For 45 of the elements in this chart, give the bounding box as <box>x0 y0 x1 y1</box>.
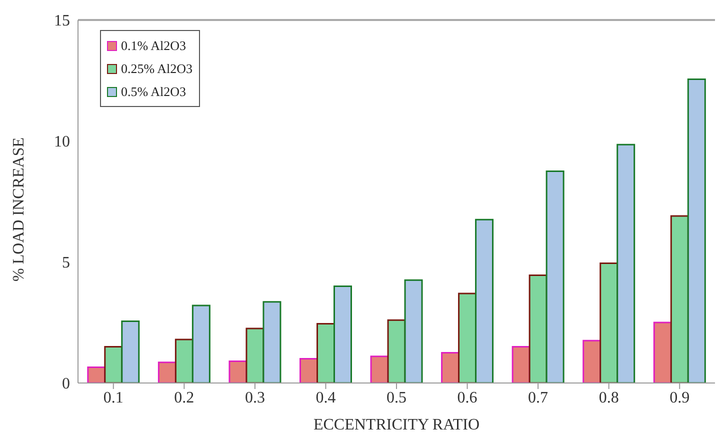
bar <box>370 356 389 383</box>
y-tick-label: 15 <box>54 12 70 30</box>
bar <box>600 262 618 383</box>
bar <box>333 285 352 383</box>
bar <box>653 322 672 383</box>
bar <box>87 366 106 383</box>
x-axis-title: ECCENTRICITY RATIO <box>313 416 480 434</box>
bar <box>528 274 548 383</box>
bar <box>670 215 689 383</box>
bar <box>582 340 602 383</box>
y-tick-label: 0 <box>62 376 70 393</box>
bar <box>441 352 460 383</box>
x-tick-label: 0.6 <box>457 389 478 406</box>
bar <box>299 358 318 383</box>
x-tick-label: 0.5 <box>386 389 406 406</box>
bar <box>316 322 335 383</box>
y-tick-label: 10 <box>54 134 70 151</box>
y-axis-title: % LOAD INCREASE <box>10 138 28 282</box>
bar <box>475 218 494 383</box>
bar <box>687 78 706 383</box>
bar <box>192 304 210 383</box>
x-tick-label: 0.9 <box>670 389 690 406</box>
bar <box>262 301 282 383</box>
bar <box>104 346 123 383</box>
bar <box>458 292 477 383</box>
bar <box>246 328 264 383</box>
bar <box>121 320 140 383</box>
x-tick-label: 0.7 <box>528 389 548 406</box>
bar <box>512 346 530 383</box>
x-tick-label: 0.8 <box>598 389 619 406</box>
bar <box>546 170 564 383</box>
legend-label: 0.1% Al2O3 <box>121 37 186 55</box>
x-tick-label: 0.1 <box>103 389 124 406</box>
legend-label: 0.5% Al2O3 <box>121 83 186 101</box>
bar <box>387 319 406 383</box>
x-tick-label: 0.3 <box>244 389 265 406</box>
bar <box>404 279 423 383</box>
x-tick-label: 0.2 <box>174 389 194 406</box>
legend-label: 0.25% Al2O3 <box>121 60 192 78</box>
x-tick-label: 0.4 <box>316 389 336 406</box>
bar <box>158 362 176 383</box>
bar <box>616 144 636 383</box>
y-tick-label: 5 <box>62 254 70 272</box>
bar <box>228 360 248 383</box>
bar <box>174 338 194 383</box>
